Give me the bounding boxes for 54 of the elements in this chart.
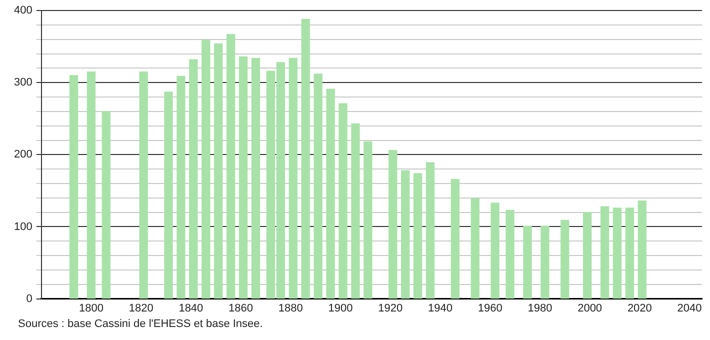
x-tick-label: 2000: [578, 302, 602, 314]
bar: [540, 226, 550, 299]
bar: [326, 88, 335, 299]
bar: [506, 210, 514, 299]
bar: [301, 18, 310, 299]
x-tick-label: 1860: [228, 302, 254, 314]
x-tick-label: 1980: [528, 302, 552, 314]
bar: [638, 200, 646, 299]
y-tick-label: 300: [14, 76, 32, 89]
bar: [364, 141, 372, 299]
bar: [238, 56, 248, 299]
bar: [214, 43, 223, 299]
bar: [388, 150, 398, 299]
bar: [523, 226, 532, 299]
bar: [226, 34, 236, 299]
x-tick-label: 1820: [128, 302, 154, 314]
bar: [582, 212, 592, 299]
bar: [176, 76, 186, 299]
bar: [139, 72, 148, 299]
x-tick-label: 1900: [328, 302, 353, 314]
x-tick-label: 1880: [278, 302, 303, 314]
bar: [351, 123, 360, 299]
bar: [314, 74, 322, 299]
x-tick-label: 1940: [428, 302, 452, 314]
bar: [164, 92, 173, 299]
bar: [69, 75, 78, 299]
y-tick-label: 100: [14, 220, 32, 233]
x-tick-label: 1960: [478, 302, 502, 314]
bar: [86, 72, 96, 299]
bar: [413, 173, 422, 299]
bar: [401, 170, 410, 299]
bar: [189, 59, 198, 299]
x-tick-label: 2040: [677, 302, 702, 314]
bar: [600, 206, 610, 299]
x-tick-label: 1800: [78, 302, 104, 314]
x-tick-label: 2020: [627, 302, 652, 314]
y-tick-label: 0: [26, 292, 32, 305]
bar: [612, 208, 622, 299]
bar: [102, 111, 110, 299]
bar: [251, 58, 260, 299]
source-note: Sources : base Cassini de l'EHESS et base Insee.: [18, 318, 264, 330]
bar: [426, 162, 435, 299]
bar: [450, 178, 460, 299]
bar: [338, 103, 348, 299]
x-tick-label: 1840: [178, 302, 204, 314]
y-tick-label: 200: [14, 148, 32, 161]
bar: [202, 40, 210, 299]
x-tick-label: 1920: [378, 302, 403, 314]
bar: [625, 208, 634, 299]
bar: [560, 220, 570, 299]
bar: [490, 202, 500, 299]
bar: [470, 198, 480, 299]
bar: [288, 58, 298, 299]
y-tick-label: 400: [14, 4, 32, 17]
